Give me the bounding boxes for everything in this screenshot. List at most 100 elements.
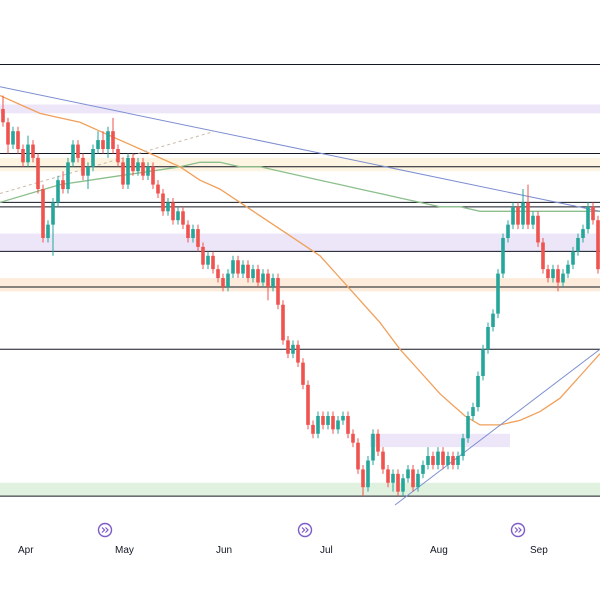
candle	[531, 211, 535, 230]
candle-body	[461, 438, 465, 457]
candle-body	[286, 340, 290, 354]
trendline	[394, 348, 600, 506]
candle-body	[581, 229, 585, 238]
candle	[86, 162, 90, 190]
candle	[176, 206, 180, 225]
candle	[381, 447, 385, 474]
candle	[46, 220, 50, 243]
candle	[251, 264, 255, 283]
candle-body	[86, 166, 90, 176]
candle-body	[476, 375, 480, 408]
event-marker-chevrons	[101, 527, 109, 533]
candle	[101, 131, 105, 154]
candle-body	[531, 215, 535, 225]
price-zone	[370, 433, 510, 448]
price-zone	[0, 104, 600, 114]
candle-body	[381, 451, 385, 470]
candle	[171, 197, 175, 225]
candle	[316, 411, 320, 439]
candle-body	[456, 456, 460, 465]
candle	[421, 460, 425, 479]
candle-body	[341, 416, 345, 421]
candle	[571, 246, 575, 270]
candle-body	[21, 149, 25, 163]
candle	[521, 189, 525, 230]
candle-body	[351, 433, 355, 443]
candle-body	[201, 246, 205, 265]
candle-body	[196, 229, 200, 247]
candle	[81, 153, 85, 181]
candle	[386, 464, 390, 488]
candle	[111, 117, 115, 154]
candle	[106, 126, 110, 158]
candle	[141, 157, 145, 181]
candle	[256, 264, 260, 287]
candle	[36, 153, 40, 194]
candle	[436, 447, 440, 470]
candle	[331, 411, 335, 434]
candle	[61, 171, 65, 194]
candle	[481, 344, 485, 381]
candle	[346, 411, 350, 439]
candle-body	[326, 416, 330, 425]
candle	[126, 153, 130, 190]
candle-body	[491, 313, 495, 327]
candle	[456, 451, 460, 470]
candle-body	[536, 215, 540, 243]
candle	[6, 117, 10, 154]
candle-body	[496, 273, 500, 314]
candle	[486, 322, 490, 354]
candle	[71, 140, 75, 167]
candle	[66, 157, 70, 194]
candle-body	[131, 157, 135, 172]
candle-body	[206, 255, 210, 265]
candle	[301, 358, 305, 390]
candle	[406, 464, 410, 483]
double-chevron-right-icon[interactable]	[510, 522, 526, 538]
candle-body	[441, 451, 445, 465]
candle	[361, 464, 365, 497]
candle-body	[101, 140, 105, 149]
candle-body	[561, 273, 565, 283]
candle-body	[156, 184, 160, 194]
candle	[466, 411, 470, 443]
candle-body	[406, 469, 410, 479]
candle-body	[231, 260, 235, 274]
candle	[581, 224, 585, 243]
candle-body	[296, 344, 300, 363]
candle-body	[6, 122, 10, 145]
candle-body	[276, 278, 280, 305]
candle-body	[61, 180, 65, 190]
candle-body	[331, 416, 335, 430]
candle	[241, 260, 245, 279]
candle	[426, 447, 430, 470]
candle	[31, 140, 35, 163]
candle	[541, 238, 545, 274]
candle-body	[41, 189, 45, 238]
candle	[341, 411, 345, 425]
candle	[121, 157, 125, 190]
candle-body	[271, 278, 275, 287]
candle-body	[246, 264, 250, 279]
candle	[56, 175, 60, 207]
candle-body	[221, 278, 225, 287]
candle	[351, 429, 355, 448]
candle-body	[411, 469, 415, 488]
candle-body	[171, 202, 175, 221]
double-chevron-right-icon[interactable]	[297, 522, 313, 538]
trendline	[0, 86, 600, 212]
candle-body	[446, 456, 450, 465]
candle-body	[486, 327, 490, 350]
candle-body	[1, 108, 5, 123]
candle-body	[161, 193, 165, 212]
candle	[266, 269, 270, 301]
double-chevron-right-icon[interactable]	[97, 522, 113, 538]
x-tick-label: Jun	[216, 545, 232, 556]
candle-body	[401, 478, 405, 492]
candle-body	[516, 206, 520, 225]
x-tick-label: Jul	[320, 545, 333, 556]
candle	[311, 420, 315, 439]
candle	[431, 451, 435, 470]
candle-body	[181, 211, 185, 225]
candle	[146, 162, 150, 181]
